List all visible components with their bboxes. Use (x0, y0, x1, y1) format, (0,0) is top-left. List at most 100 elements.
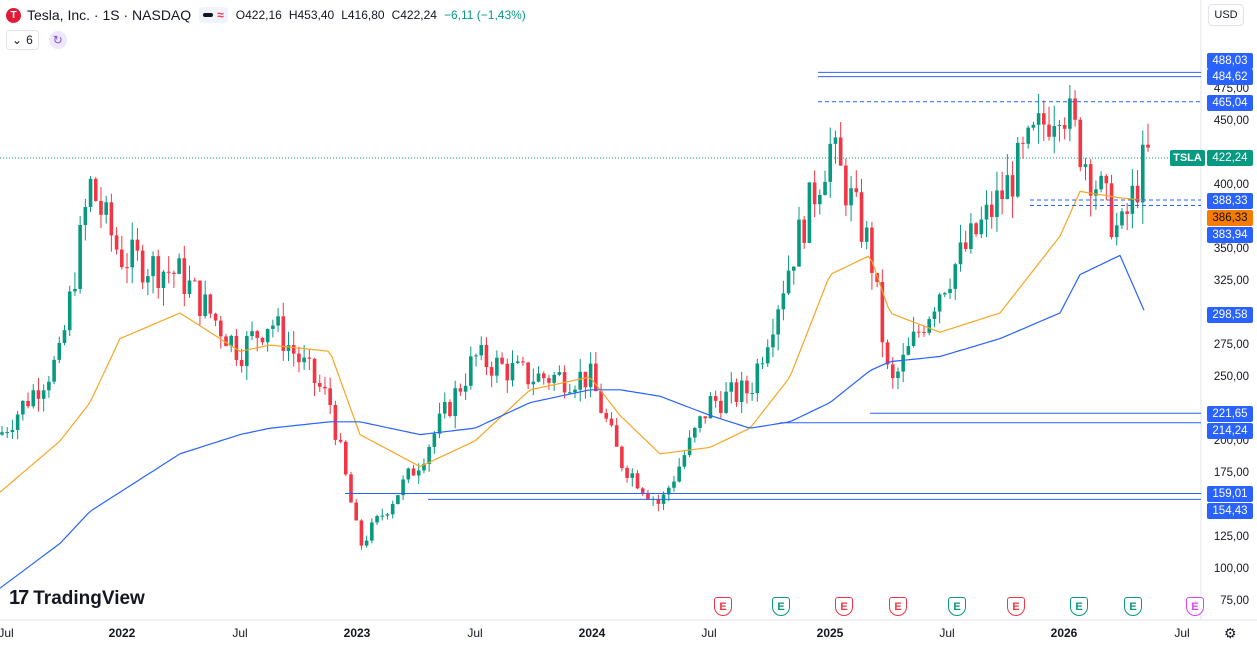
candle-body (625, 468, 629, 478)
candle-body (713, 396, 718, 401)
candle-body (10, 429, 15, 433)
level-tag[interactable]: 214,24 (1207, 423, 1253, 439)
level-tag[interactable]: 383,94 (1207, 227, 1253, 243)
candle-body (1125, 211, 1129, 214)
candle-body (943, 293, 947, 295)
level-tag[interactable]: 154,43 (1207, 503, 1253, 519)
candle-body (776, 309, 780, 335)
candle-body (703, 416, 708, 419)
y-tick: 400,00 (1213, 179, 1249, 191)
candle-body (1031, 124, 1036, 128)
indicators-toggle-button[interactable]: ⌄ 6 (6, 30, 39, 50)
candle-body (172, 272, 176, 274)
candle-body (849, 188, 853, 206)
candle-body (599, 391, 603, 413)
level-tag[interactable]: 465,04 (1207, 95, 1253, 111)
tradingview-logo[interactable]: 17 TradingView (9, 587, 145, 610)
candle-body (880, 281, 885, 343)
currency-button[interactable]: USD (1208, 4, 1244, 26)
earnings-marker[interactable]: E (1070, 597, 1088, 616)
x-tick: Jul (232, 626, 248, 640)
candle-body (802, 219, 806, 243)
candle-body (390, 503, 395, 515)
candle-body (208, 294, 213, 314)
candle-body (406, 468, 411, 480)
candle-body (99, 200, 103, 215)
candle-body (953, 264, 958, 289)
earnings-marker[interactable]: E (1124, 597, 1142, 616)
candle-body (1109, 183, 1114, 238)
ma50-tag: 386,33 (1207, 210, 1253, 226)
candle-body (213, 313, 218, 321)
candle-body (573, 389, 577, 393)
candle-body (120, 249, 124, 268)
last-price-tag: 422,24 (1207, 150, 1253, 166)
candle-body (385, 514, 390, 516)
candle-body (958, 242, 963, 265)
candle-body (323, 386, 327, 389)
level-tag[interactable]: 159,01 (1207, 486, 1253, 502)
candle-body (229, 335, 233, 347)
candle-body (245, 336, 249, 367)
candle-body (1005, 175, 1010, 200)
candle-body (177, 258, 181, 274)
level-tag[interactable]: 221,65 (1207, 406, 1253, 422)
level-tag[interactable]: 484,62 (1207, 69, 1253, 85)
indicator-row: ⌄ 6 ↻ (6, 30, 67, 50)
earnings-marker[interactable]: E (1186, 597, 1204, 616)
candle-body (52, 359, 56, 382)
candle-body (588, 363, 593, 388)
candle-body (906, 345, 911, 355)
candle-body (828, 143, 833, 182)
settings-gear-icon[interactable]: ⚙ (1224, 625, 1237, 641)
candle-body (531, 381, 536, 385)
candle-body (125, 267, 129, 269)
level-tag[interactable]: 488,03 (1207, 53, 1253, 69)
earnings-marker[interactable]: E (1007, 597, 1025, 616)
x-tick: Jul (1174, 626, 1190, 640)
level-tag[interactable]: 388,33 (1207, 193, 1253, 209)
candle-body (922, 331, 926, 333)
compare-pill[interactable]: ≈ (199, 7, 228, 23)
refresh-icon[interactable]: ↻ (48, 31, 67, 49)
candle-body (1146, 144, 1150, 148)
candle-body (375, 516, 379, 523)
candle-body (609, 418, 614, 426)
candle-body (312, 358, 317, 383)
candle-body (1094, 189, 1098, 196)
candle-body (109, 202, 114, 236)
candle-body (416, 470, 421, 476)
candle-body (302, 357, 306, 363)
symbol-title[interactable]: Tesla, Inc. · 1S · NASDAQ (27, 7, 192, 23)
symbol-price-tag: TSLA (1170, 150, 1205, 166)
candle-body (1083, 164, 1088, 168)
candle-body (218, 320, 223, 337)
candle-body (21, 400, 25, 415)
candle-body (255, 331, 260, 338)
candle-body (760, 363, 765, 365)
candle-body (989, 204, 994, 217)
candle-body (1135, 185, 1140, 203)
candle-body (687, 437, 692, 456)
candle-body (745, 380, 749, 394)
candle-body (979, 219, 984, 235)
candle-body (932, 311, 937, 320)
candle-body (250, 331, 254, 337)
candle-body (297, 353, 301, 363)
x-tick: Jul (0, 626, 14, 640)
candle-body (917, 331, 921, 333)
earnings-marker[interactable]: E (714, 597, 732, 616)
candle-body (1062, 125, 1067, 129)
candle-body (719, 400, 723, 413)
earnings-marker[interactable]: E (772, 597, 790, 616)
candle-body (1120, 211, 1124, 226)
candle-body (380, 515, 385, 517)
candle-body (505, 363, 510, 381)
earnings-marker[interactable]: E (948, 597, 966, 616)
candle-body (317, 382, 322, 387)
earnings-marker[interactable]: E (889, 597, 907, 616)
candle-body (442, 401, 447, 414)
y-tick: 450,00 (1213, 115, 1249, 127)
earnings-marker[interactable]: E (835, 597, 853, 616)
